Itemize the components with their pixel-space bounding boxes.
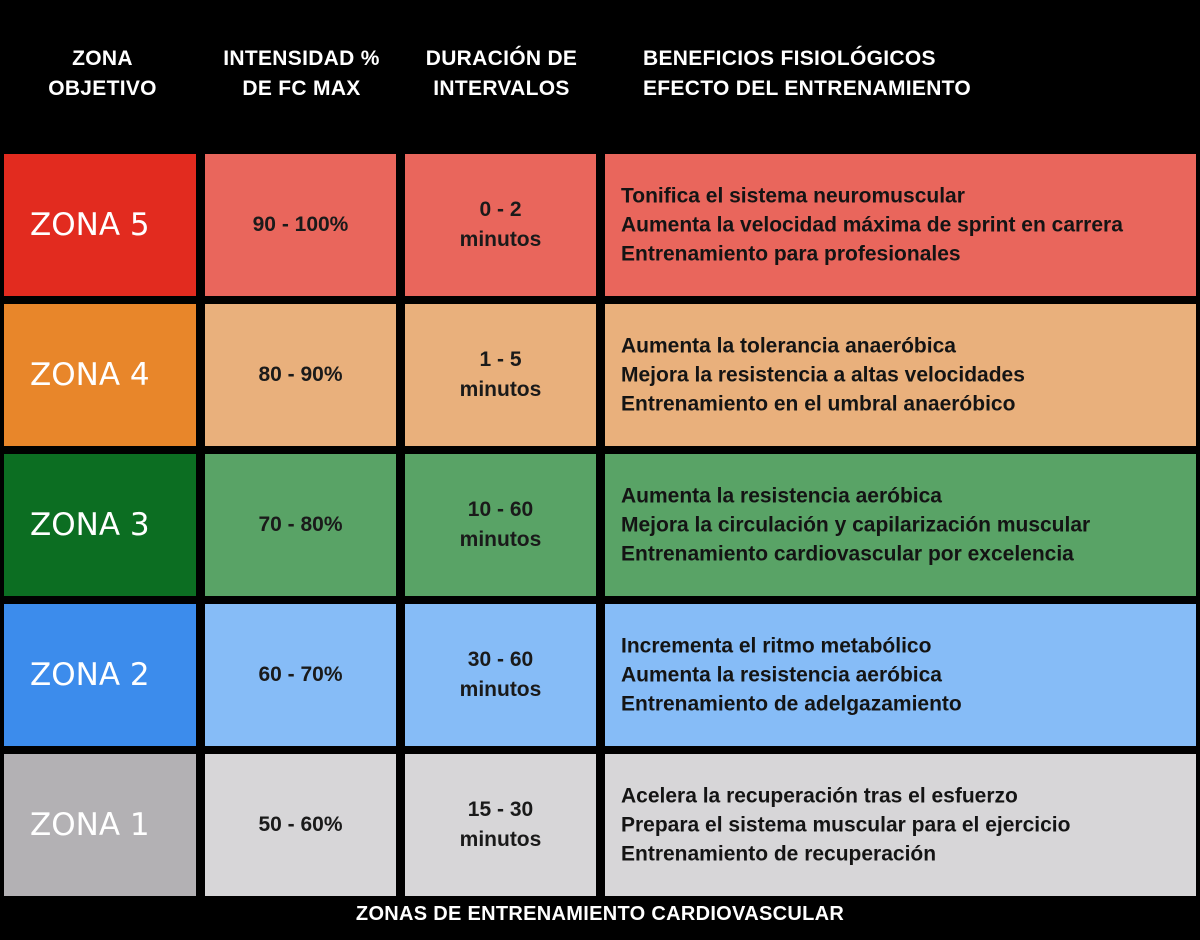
header-zone: ZONA OBJETIVO [48, 47, 157, 100]
benefits-cell: Aumenta la tolerancia anaeróbica Mejora … [605, 304, 1196, 446]
zone-label: ZONA 2 [30, 657, 150, 693]
header-benefits: BENEFICIOS FISIOLÓGICOS EFECTO DEL ENTRE… [643, 47, 972, 100]
benefit-item: Aumenta la tolerancia anaeróbica [621, 334, 956, 358]
duration-value: 30 - 60 minutos [459, 648, 542, 701]
zone-label: ZONA 1 [30, 807, 150, 843]
benefit-item: Acelera la recuperación tras el esfuerzo [621, 784, 1018, 808]
intensity-cell: 50 - 60% [205, 754, 396, 896]
benefits-cell: Acelera la recuperación tras el esfuerzo… [605, 754, 1196, 896]
benefit-item: Aumenta la resistencia aeróbica [621, 663, 942, 687]
duration-value: 10 - 60 minutos [459, 498, 542, 551]
benefit-item: Entrenamiento de adelgazamiento [621, 692, 962, 716]
zone-label: ZONA 3 [30, 507, 150, 543]
benefit-item: Entrenamiento para profesionales [621, 242, 961, 266]
duration-cell: 30 - 60 minutos [405, 604, 596, 746]
intensity-cell: 90 - 100% [205, 154, 396, 296]
zone-row: ZONA 1 50 - 60% 15 - 30 minutos Acelera … [0, 754, 1200, 896]
benefit-item: Entrenamiento cardiovascular por excelen… [621, 542, 1074, 566]
table-caption: ZONAS DE ENTRENAMIENTO CARDIOVASCULAR [355, 903, 845, 925]
benefit-item: Incrementa el ritmo metabólico [621, 634, 932, 658]
zone-cell: ZONA 4 [4, 304, 196, 446]
zone-row: ZONA 2 60 - 70% 30 - 60 minutos Incremen… [0, 604, 1200, 746]
zone-cell: ZONA 3 [4, 454, 196, 596]
intensity-cell: 70 - 80% [205, 454, 396, 596]
intensity-value: 90 - 100% [252, 213, 349, 236]
duration-value: 15 - 30 minutos [459, 798, 542, 851]
benefit-item: Mejora la resistencia a altas velocidade… [621, 363, 1025, 387]
benefits-cell: Incrementa el ritmo metabólico Aumenta l… [605, 604, 1196, 746]
intensity-value: 60 - 70% [258, 663, 343, 686]
duration-cell: 1 - 5 minutos [405, 304, 596, 446]
benefit-item: Entrenamiento de recuperación [621, 842, 937, 866]
intensity-value: 50 - 60% [258, 813, 343, 836]
benefits-list: Incrementa el ritmo metabólico Aumenta l… [621, 632, 1188, 719]
benefits-list: Acelera la recuperación tras el esfuerzo… [621, 782, 1188, 869]
duration-cell: 10 - 60 minutos [405, 454, 596, 596]
benefit-item: Aumenta la resistencia aeróbica [621, 484, 942, 508]
intensity-value: 80 - 90% [258, 363, 343, 386]
zone-label: ZONA 5 [30, 207, 150, 243]
zone-row: ZONA 3 70 - 80% 10 - 60 minutos Aumenta … [0, 454, 1200, 596]
benefit-item: Tonifica el sistema neuromuscular [621, 184, 965, 208]
header-intensity: INTENSIDAD % DE FC MAX [223, 47, 380, 100]
intensity-cell: 80 - 90% [205, 304, 396, 446]
zone-row: ZONA 4 80 - 90% 1 - 5 minutos Aumenta la… [0, 304, 1200, 446]
zone-cell: ZONA 2 [4, 604, 196, 746]
zone-cell: ZONA 1 [4, 754, 196, 896]
zone-row: ZONA 5 90 - 100% 0 - 2 minutos Tonifica … [0, 154, 1200, 296]
benefit-item: Entrenamiento en el umbral anaeróbico [621, 392, 1016, 416]
header-duration: DURACIÓN DE INTERVALOS [425, 47, 578, 100]
benefit-item: Prepara el sistema muscular para el ejer… [621, 813, 1071, 837]
zone-label: ZONA 4 [30, 357, 150, 393]
benefit-item: Aumenta la velocidad máxima de sprint en… [621, 213, 1123, 237]
duration-value: 1 - 5 minutos [459, 348, 542, 401]
table-header: ZONA OBJETIVO INTENSIDAD % DE FC MAX DUR… [0, 0, 1200, 150]
benefits-cell: Tonifica el sistema neuromuscular Aument… [605, 154, 1196, 296]
benefit-item: Mejora la circulación y capilarización m… [621, 513, 1091, 537]
zone-cell: ZONA 5 [4, 154, 196, 296]
intensity-cell: 60 - 70% [205, 604, 396, 746]
benefits-cell: Aumenta la resistencia aeróbica Mejora l… [605, 454, 1196, 596]
benefits-list: Aumenta la tolerancia anaeróbica Mejora … [621, 332, 1188, 419]
benefits-list: Aumenta la resistencia aeróbica Mejora l… [621, 482, 1188, 569]
duration-value: 0 - 2 minutos [459, 198, 542, 251]
duration-cell: 15 - 30 minutos [405, 754, 596, 896]
intensity-value: 70 - 80% [258, 513, 343, 536]
duration-cell: 0 - 2 minutos [405, 154, 596, 296]
benefits-list: Tonifica el sistema neuromuscular Aument… [621, 182, 1188, 269]
